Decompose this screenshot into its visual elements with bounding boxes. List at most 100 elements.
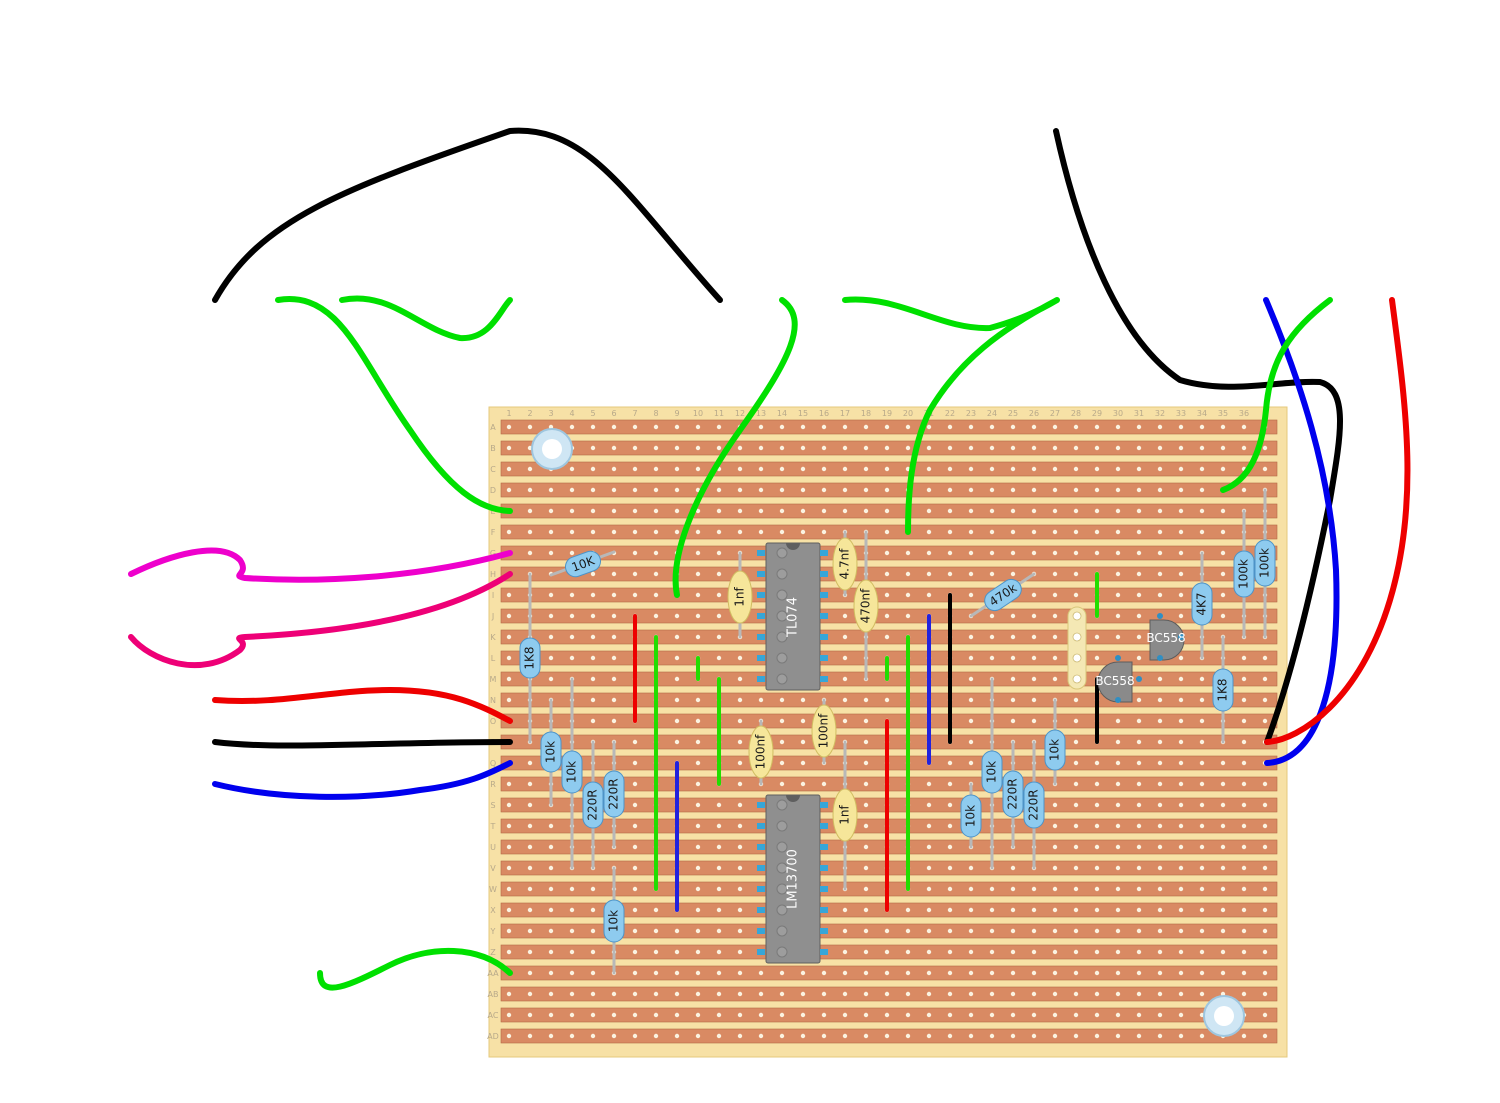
strip-hole [989,550,995,556]
strip-hole [590,928,596,934]
strip-hole [947,1033,953,1039]
strip-hole [1178,886,1184,892]
strip-hole [590,655,596,661]
strip-hole [695,634,701,640]
strip-hole [590,487,596,493]
strip-hole [737,907,743,913]
strip-hole [1262,697,1268,703]
strip-hole [737,508,743,514]
strip-hole [653,613,659,619]
strip-hole [1073,970,1079,976]
strip-hole [632,802,638,808]
strip-hole [947,865,953,871]
row-letter: C [490,465,496,474]
strip-hole [947,760,953,766]
strip-hole [590,718,596,724]
strip-hole [1073,949,1079,955]
strip-hole [548,655,554,661]
column-number: 23 [966,409,976,418]
strip-hole [1241,655,1247,661]
strip-hole [926,844,932,850]
strip-hole [1241,844,1247,850]
wire-blue-left [212,760,513,800]
strip-hole [1199,676,1205,682]
strip-hole [569,1012,575,1018]
strip-hole [884,592,890,598]
resistor-label: 4K7 [1195,592,1209,615]
strip-hole [527,529,533,535]
column-number: 9 [674,409,679,418]
strip-hole [695,592,701,598]
strip-hole [1157,928,1163,934]
strip-hole [674,655,680,661]
strip-hole [842,928,848,934]
strip-hole [947,445,953,451]
strip-hole [968,949,974,955]
strip-hole [1157,550,1163,556]
strip-hole [968,445,974,451]
strip-hole [968,928,974,934]
strip-hole [1073,466,1079,472]
strip-hole [737,970,743,976]
capacitor-100nf-a: 100nf [748,719,774,786]
strip-hole [653,424,659,430]
ic-pin [757,550,765,556]
strip-hole [905,445,911,451]
strip-hole [1010,466,1016,472]
strip-hole [842,613,848,619]
strip-hole [569,991,575,997]
strip-hole [590,466,596,472]
strip-hole [1178,655,1184,661]
strip-hole [1178,1033,1184,1039]
strip-hole [1136,1033,1142,1039]
column-number: 26 [1029,409,1039,418]
strip-hole [1178,781,1184,787]
strip-hole [674,529,680,535]
strip-hole [527,781,533,787]
strip-hole [716,991,722,997]
strip-hole [821,1012,827,1018]
strip-hole [800,466,806,472]
strip-hole [779,970,785,976]
strip-hole [779,487,785,493]
strip-hole [1199,487,1205,493]
strip-hole [1073,487,1079,493]
strip-hole [632,550,638,556]
strip-hole [884,949,890,955]
strip-hole [1052,487,1058,493]
pin-header-pads [1067,606,1087,690]
strip-hole [737,886,743,892]
strip-hole [632,823,638,829]
strip-hole [926,508,932,514]
strip-hole [590,445,596,451]
strip-hole [1178,529,1184,535]
strip-hole [1031,613,1037,619]
capacitor-label: 100nf [817,713,831,749]
strip-hole [590,592,596,598]
strip-hole [1073,991,1079,997]
strip-hole [1178,718,1184,724]
ic-pin [820,823,828,829]
row-letter: Q [490,759,496,768]
strip-hole [569,592,575,598]
strip-hole [863,445,869,451]
strip-hole [1199,907,1205,913]
strip-hole [800,1033,806,1039]
strip-hole [926,949,932,955]
strip-hole [1199,781,1205,787]
strip-hole [611,571,617,577]
strip-hole [1052,424,1058,430]
strip-hole [884,487,890,493]
resistor-10k-c: 10k [960,782,982,849]
ic-pin-mark [776,610,788,622]
strip-hole [968,424,974,430]
strip-hole [1220,592,1226,598]
strip-hole [695,613,701,619]
strip-hole [1052,970,1058,976]
strip-hole [737,1033,743,1039]
column-number: 15 [798,409,808,418]
strip-hole [1073,907,1079,913]
strip-hole [947,928,953,934]
wire-black-top-left [212,127,723,303]
